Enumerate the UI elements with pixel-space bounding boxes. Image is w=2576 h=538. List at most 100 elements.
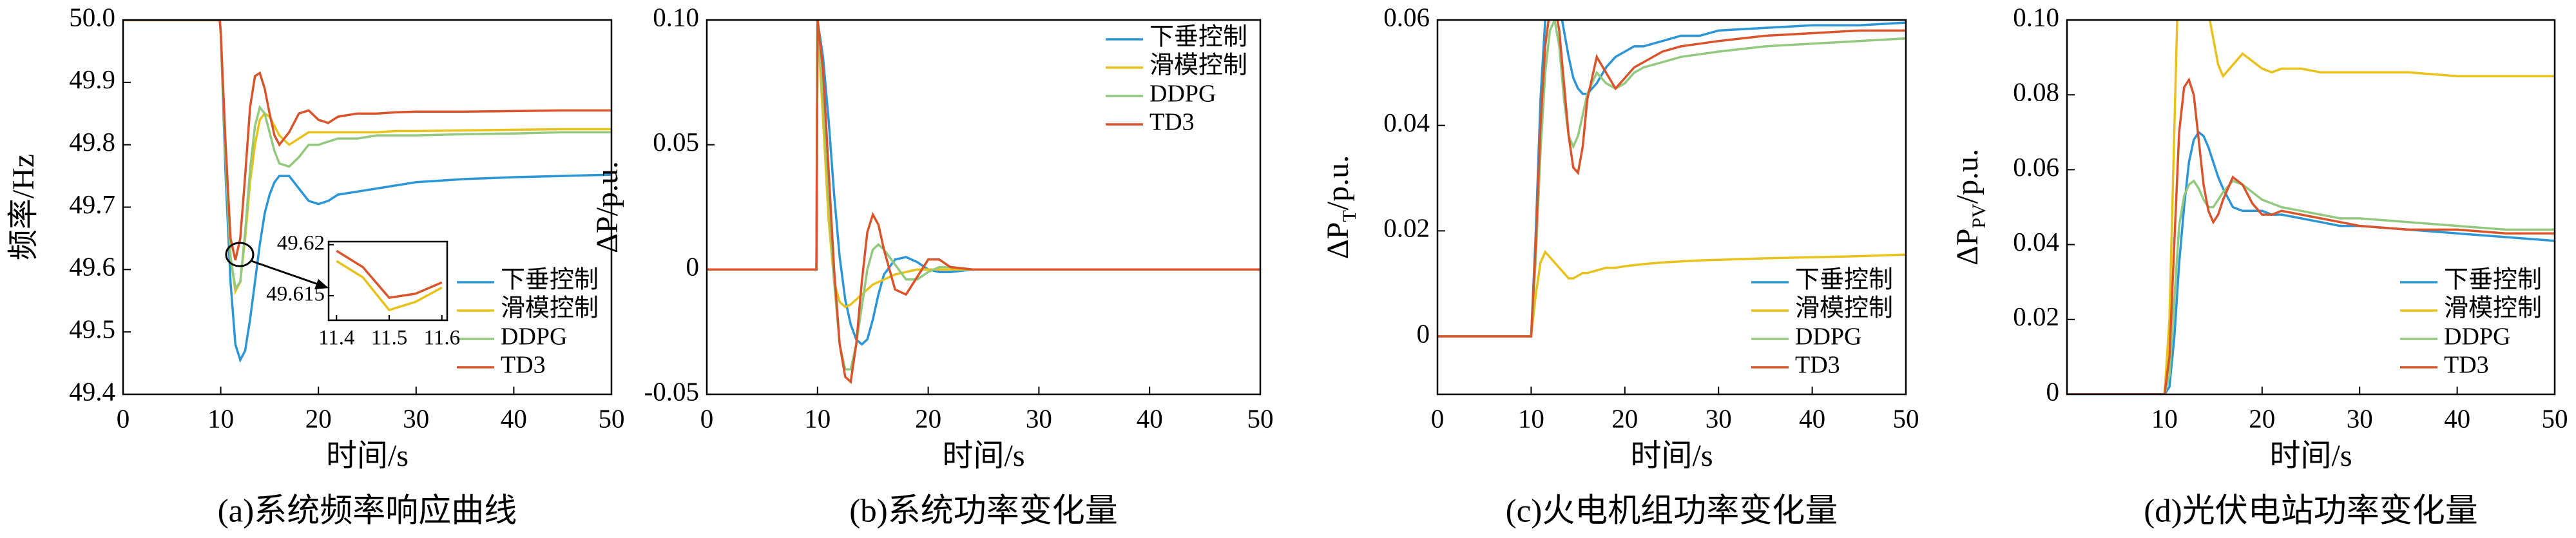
series-line xyxy=(123,20,611,261)
y-axis-label-part: PV xyxy=(1968,204,1990,229)
x-tick-label: 20 xyxy=(305,403,332,433)
y-axis-label-part: ΔP xyxy=(590,216,624,253)
x-tick-label: 50 xyxy=(2542,403,2568,433)
y-tick-label: 0.06 xyxy=(2013,152,2059,182)
y-tick-label: 0.10 xyxy=(653,2,699,32)
legend-label: DDPG xyxy=(2444,323,2510,351)
series-line xyxy=(1437,249,1906,338)
x-tick-label: 20 xyxy=(915,403,941,433)
plot-lines xyxy=(707,20,1260,385)
x-tick-label: 20 xyxy=(1611,403,1638,433)
y-axis-label-part: ΔP xyxy=(1950,229,1985,266)
inset-x-tick-label: 11.6 xyxy=(424,327,461,350)
series-line xyxy=(2067,179,2555,394)
y-tick-label: 0.04 xyxy=(2013,227,2059,256)
series-line xyxy=(123,20,611,363)
y-tick-label: 0 xyxy=(686,252,700,282)
plot-lines xyxy=(1437,20,1906,338)
legend-label: 滑模控制 xyxy=(501,295,599,322)
legend-label: 滑模控制 xyxy=(1149,52,1247,79)
inset-line xyxy=(336,260,443,312)
legend-label: DDPG xyxy=(1149,81,1216,108)
chart-title: (b)系统功率变化量 xyxy=(849,494,1117,530)
y-tick-label: 49.7 xyxy=(69,189,115,219)
x-tick-label: 0 xyxy=(1431,403,1445,433)
x-tick-label: 40 xyxy=(501,403,527,433)
zoom-arrow-head xyxy=(314,279,329,289)
x-tick-label: 20 xyxy=(2249,403,2275,433)
legend-label: 下垂控制 xyxy=(1149,24,1247,51)
y-tick-label: 49.4 xyxy=(69,376,115,406)
inset-lines xyxy=(336,249,443,312)
y-axis-label: ΔPPV/p.u. xyxy=(1950,149,1990,265)
series-line xyxy=(123,20,611,291)
legend-label: TD3 xyxy=(1149,109,1195,136)
y-tick-label: 50.0 xyxy=(69,2,115,32)
x-axis-label: 时间/s xyxy=(326,439,409,473)
y-tick-label: 0.08 xyxy=(2013,77,2059,107)
y-tick-label: 49.8 xyxy=(69,127,115,157)
x-tick-label: 50 xyxy=(1247,403,1274,433)
x-axis-label: 时间/s xyxy=(942,439,1024,473)
zoom-circle xyxy=(225,242,255,267)
x-axis-label: 时间/s xyxy=(2269,439,2352,473)
y-axis-label: 频率/Hz xyxy=(6,154,41,260)
x-tick-label: 10 xyxy=(1518,403,1544,433)
x-tick-label: 40 xyxy=(1137,403,1163,433)
inset-y-tick-label: 49.62 xyxy=(277,231,325,255)
x-tick-label: 50 xyxy=(1893,403,1919,433)
x-tick-label: 40 xyxy=(1799,403,1825,433)
y-axis-label-part: /p.u. xyxy=(1321,155,1355,210)
axes-frame xyxy=(2066,19,2556,396)
y-tick-label: 0.04 xyxy=(1383,108,1430,137)
x-tick-label: 30 xyxy=(1026,403,1052,433)
legend-label: 下垂控制 xyxy=(2444,267,2542,294)
axes-frame xyxy=(1436,19,1907,396)
x-tick-label: 30 xyxy=(1706,403,1732,433)
legend-label: 下垂控制 xyxy=(501,267,599,294)
x-tick-label: 10 xyxy=(207,403,234,433)
chart-title: (d)光伏电站功率变化量 xyxy=(2144,494,2477,530)
legend-label: 下垂控制 xyxy=(1795,267,1893,294)
y-axis-label-part: T xyxy=(1339,210,1360,222)
y-tick-label: 0.05 xyxy=(653,127,699,157)
legend-label: DDPG xyxy=(1795,323,1861,351)
y-tick-label: 49.5 xyxy=(69,314,115,344)
x-tick-label: 10 xyxy=(804,403,831,433)
inset-x-tick-label: 11.4 xyxy=(318,327,355,350)
inset-frame xyxy=(327,240,448,322)
x-tick-label: 40 xyxy=(2444,403,2470,433)
x-tick-label: 0 xyxy=(700,403,714,433)
inset-y-tick-label: 49.615 xyxy=(266,283,325,306)
inset-line xyxy=(336,249,443,299)
y-tick-label: 49.6 xyxy=(69,252,115,282)
y-axis-label-part: ΔP xyxy=(1321,222,1355,260)
legend-label: 滑模控制 xyxy=(2444,295,2542,322)
y-tick-label: 0 xyxy=(2046,376,2060,406)
x-tick-label: 30 xyxy=(403,403,429,433)
legend-label: TD3 xyxy=(2444,352,2489,379)
chart-title: (c)火电机组功率变化量 xyxy=(1506,494,1838,530)
x-tick-label: 30 xyxy=(2347,403,2373,433)
series-line xyxy=(2067,77,2555,394)
series-line xyxy=(1437,20,1906,338)
y-tick-label: 0.02 xyxy=(1383,213,1430,243)
x-tick-label: 0 xyxy=(117,403,130,433)
y-tick-label: 0 xyxy=(1417,318,1430,348)
series-line xyxy=(707,20,1260,385)
series-line xyxy=(2067,130,2555,394)
chart-title: (a)系统频率响应曲线 xyxy=(218,494,517,530)
axes-frame xyxy=(122,19,613,396)
series-line xyxy=(2067,20,2555,394)
x-tick-label: 50 xyxy=(599,403,625,433)
y-axis-label: ΔPT/p.u. xyxy=(1321,155,1360,259)
y-tick-label: 0.10 xyxy=(2013,2,2059,32)
zoom-arrow xyxy=(251,260,320,286)
axes-frame xyxy=(706,19,1262,396)
legend-label: DDPG xyxy=(501,323,567,351)
plot-lines xyxy=(2067,20,2555,394)
legend-label: TD3 xyxy=(501,352,546,379)
legend-label: 滑模控制 xyxy=(1795,295,1893,322)
y-axis-label-part: /p.u. xyxy=(1950,149,1985,204)
